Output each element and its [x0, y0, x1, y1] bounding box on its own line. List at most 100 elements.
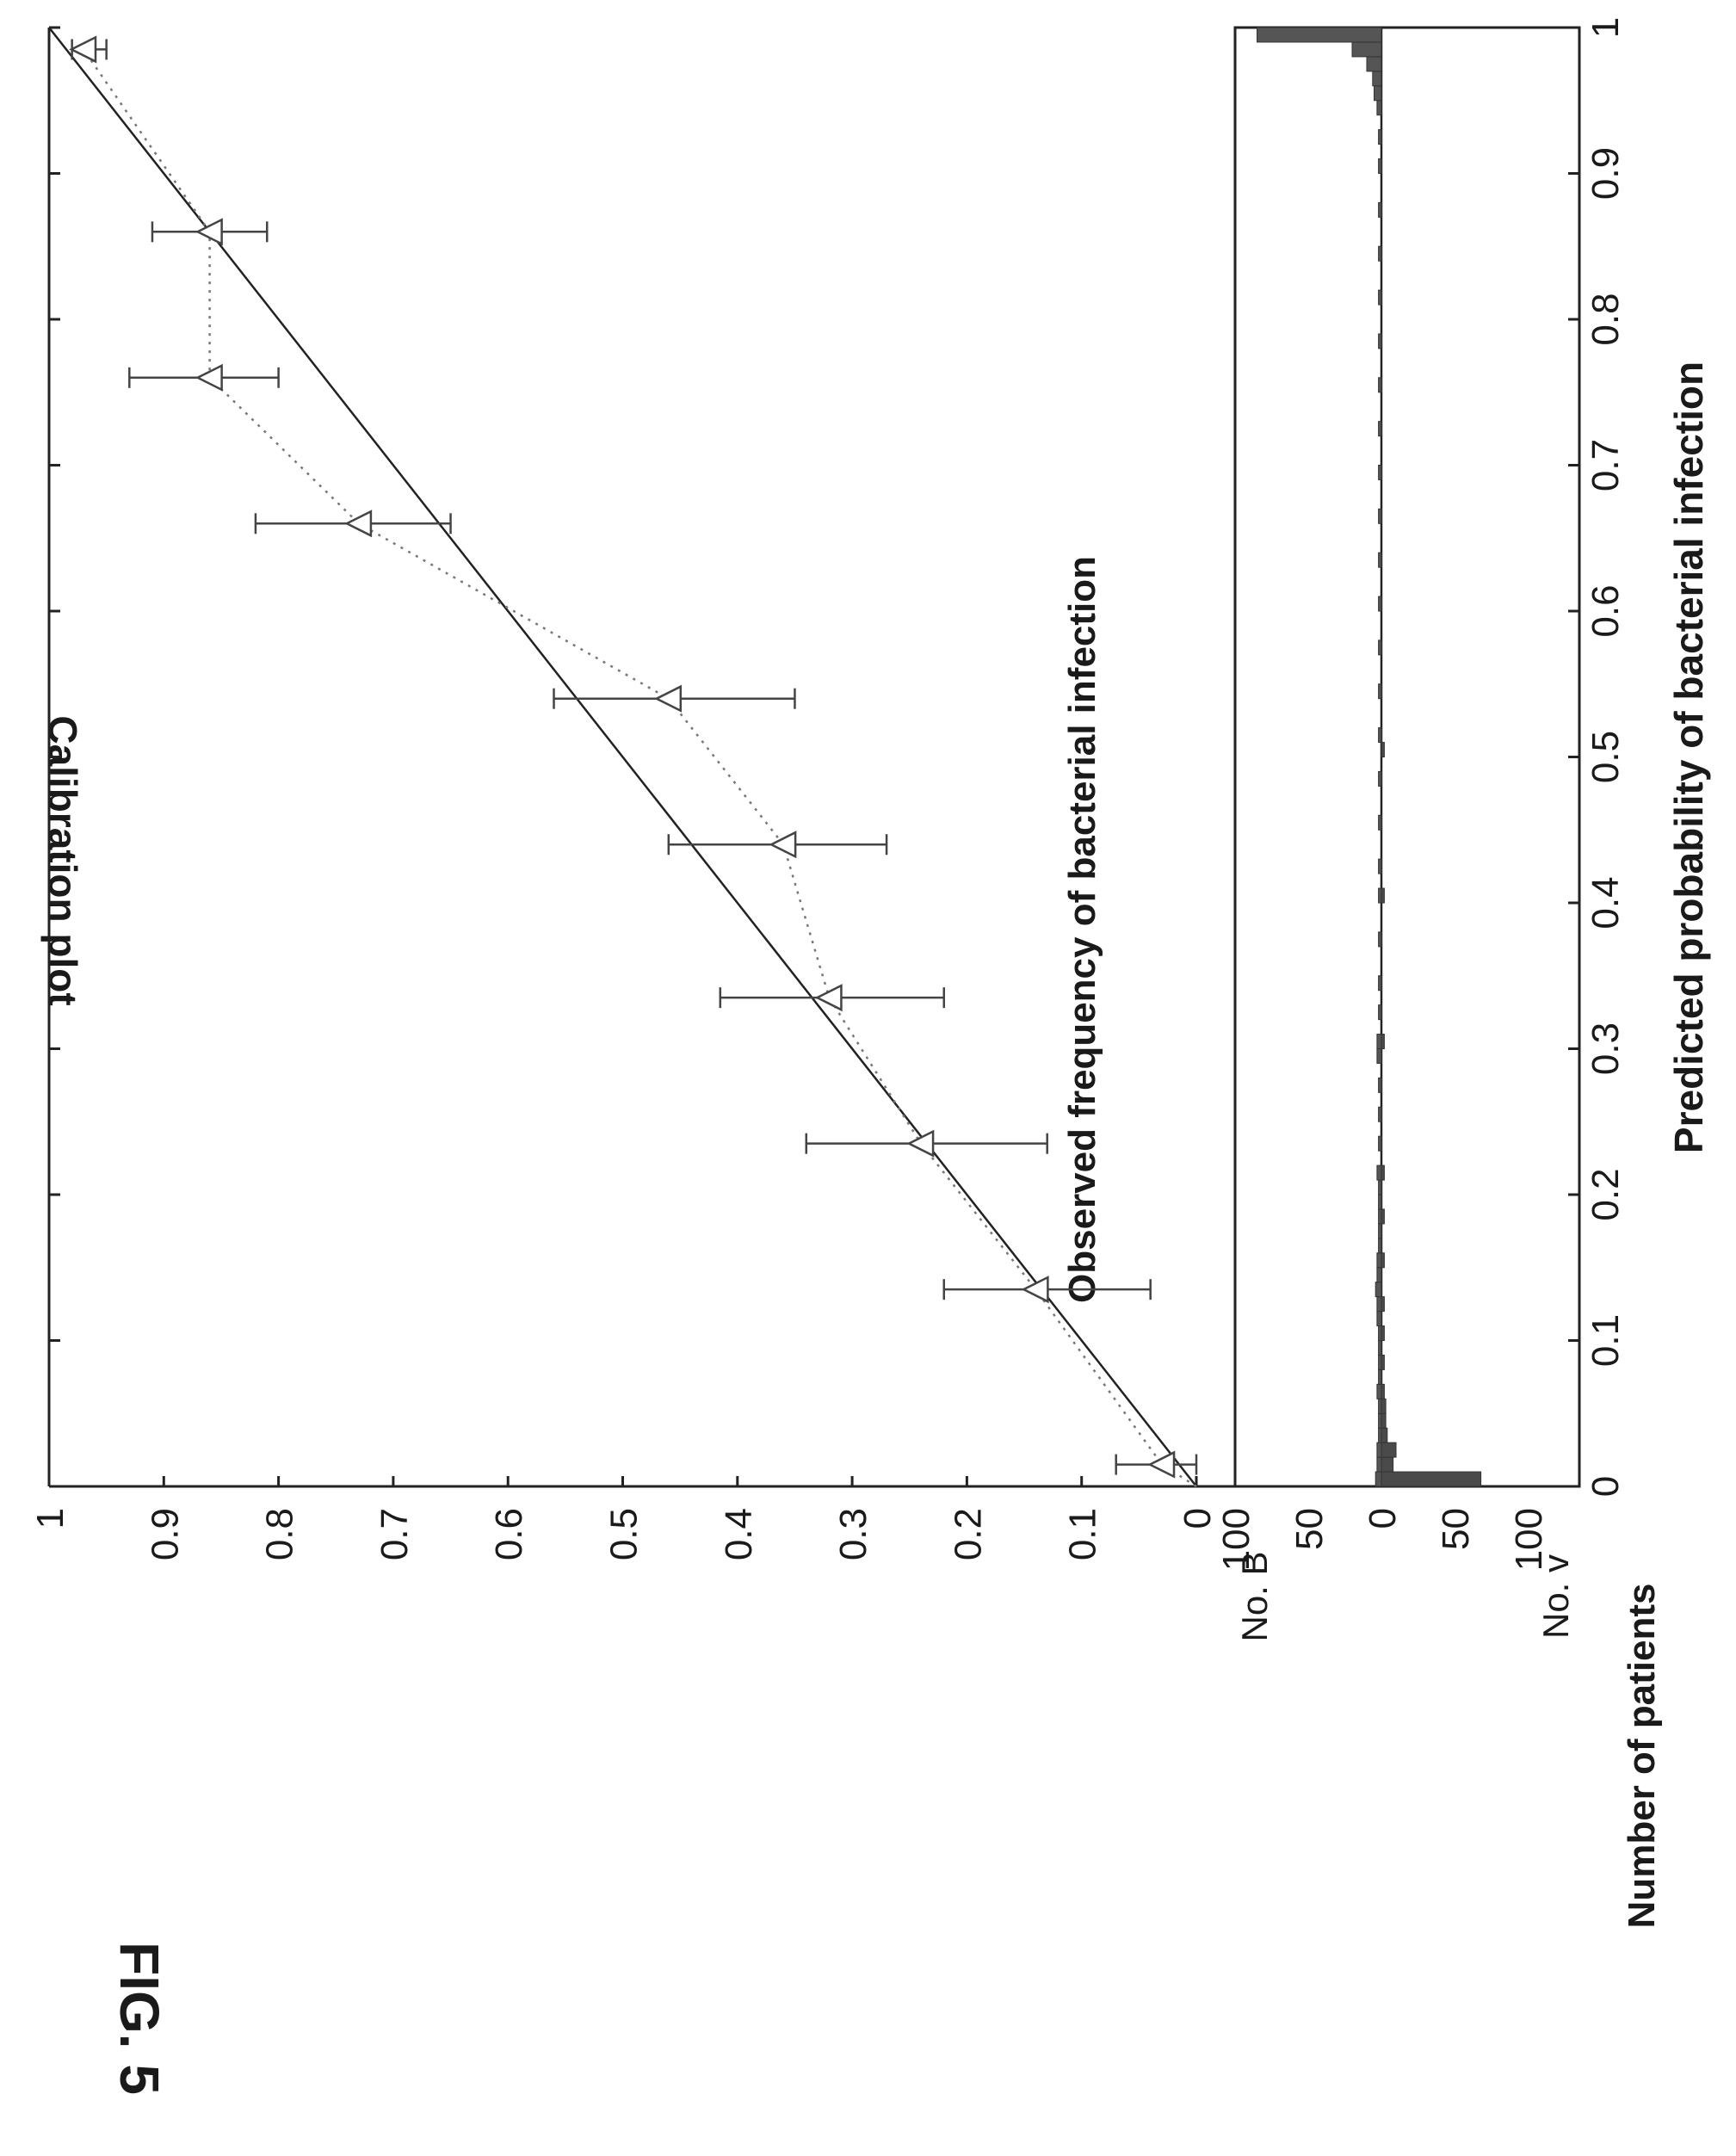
x-tick-label: 0.4 — [1585, 876, 1627, 929]
bar-b — [1366, 56, 1382, 72]
y-tick-label: 0.9 — [144, 1508, 186, 1560]
calibration-point — [69, 35, 108, 64]
bar-b — [1378, 683, 1382, 700]
calibration-point — [667, 831, 888, 859]
bar-b — [1378, 1223, 1382, 1239]
histogram-panel: 100 50 0 50 100 No. B No. v Number of patien… — [1215, 26, 1663, 1929]
histogram-tick-label: 50 — [1288, 1508, 1331, 1550]
bar-b — [1376, 1296, 1382, 1313]
x-tick-label: 0.6 — [1585, 584, 1627, 637]
y-tick-label: 0.3 — [832, 1508, 874, 1560]
x-tick-label: 0 — [1585, 1476, 1627, 1497]
y-tick-label: 0.2 — [947, 1508, 989, 1560]
bar-b — [1372, 71, 1382, 87]
bar-b — [1378, 1368, 1382, 1385]
bar-b — [1378, 596, 1382, 612]
bar-b — [1378, 1208, 1382, 1225]
calibration-point — [553, 684, 796, 713]
calibration-point — [128, 363, 280, 392]
triangle-marker — [814, 984, 843, 1012]
bar-b — [1378, 1325, 1382, 1342]
y-axis-ticks — [47, 1476, 1198, 1486]
y-tick-label: 0.5 — [603, 1508, 646, 1560]
bar-b — [1378, 1412, 1382, 1429]
bar-b — [1378, 333, 1382, 349]
bar-v — [1381, 1442, 1397, 1458]
triangle-marker — [654, 684, 683, 713]
series-label-v: No. v — [1535, 1554, 1576, 1639]
bar-b — [1257, 27, 1382, 43]
bar-b — [1376, 1456, 1382, 1473]
bar-v — [1381, 887, 1385, 904]
bar-b — [1376, 1267, 1382, 1283]
bar-b — [1378, 465, 1382, 480]
bar-b — [1378, 814, 1382, 831]
bar-b — [1378, 1077, 1382, 1093]
bar-b — [1374, 85, 1382, 102]
bar-b — [1378, 770, 1382, 787]
triangle-marker — [195, 363, 223, 392]
bar-v — [1381, 1164, 1385, 1181]
y-tick-label: 0.8 — [259, 1508, 301, 1560]
x-tick-label: 0.2 — [1585, 1168, 1627, 1220]
bar-b — [1378, 975, 1382, 992]
histogram-y-label: Number of patients — [1621, 1584, 1663, 1929]
bar-b — [1376, 1383, 1382, 1399]
bar-b — [1378, 1354, 1382, 1370]
bar-v — [1381, 1354, 1385, 1370]
bar-b — [1376, 100, 1382, 116]
triangle-marker — [906, 1129, 935, 1158]
y-tick-label: 0.6 — [488, 1508, 530, 1560]
bar-b — [1378, 245, 1382, 262]
bar-b — [1378, 1179, 1382, 1195]
calibration-plot: Calibration plot Observed frequency of b… — [29, 27, 1579, 1560]
bar-v — [1381, 1034, 1385, 1050]
bar-b — [1351, 41, 1382, 58]
bar-b — [1378, 421, 1382, 437]
y-axis-tick-labels: 0 0.1 0.2 0.3 0.4 0.5 0.6 0.7 0.8 0.9 1 — [29, 1508, 1219, 1560]
x-tick-label: 0.3 — [1585, 1022, 1627, 1075]
y-tick-label: 0 — [1177, 1508, 1219, 1529]
calibration-curve — [82, 48, 1197, 1488]
bar-b — [1376, 1311, 1382, 1327]
y-axis-label: Observed frequency of bacterial infectio… — [1061, 556, 1103, 1303]
bar-b — [1375, 1282, 1382, 1298]
bar-b — [1378, 887, 1382, 904]
bar-b — [1378, 931, 1382, 948]
x-tick-label: 0.8 — [1585, 293, 1627, 345]
bar-b — [1375, 1471, 1382, 1487]
calibration-point — [719, 984, 945, 1012]
bar-v — [1381, 1383, 1385, 1399]
bar-b — [1376, 1252, 1382, 1269]
calibration-points — [69, 35, 1198, 1479]
bar-v — [1381, 1412, 1387, 1429]
y-tick-label: 1 — [29, 1508, 71, 1529]
x-tick-label: 0.1 — [1585, 1314, 1627, 1367]
x-tick-label: 0.7 — [1585, 439, 1627, 491]
bar-b — [1376, 1442, 1382, 1458]
bar-b — [1378, 129, 1382, 145]
triangle-marker — [69, 35, 97, 64]
x-tick-label: 0.9 — [1585, 147, 1627, 200]
histogram-tick-labels: 100 50 0 50 100 — [1215, 1508, 1550, 1571]
bar-b — [1378, 1194, 1382, 1210]
bar-v — [1381, 1427, 1388, 1443]
bar-b — [1378, 639, 1382, 656]
triangle-marker — [195, 218, 223, 246]
bar-v — [1381, 1398, 1387, 1414]
triangle-marker — [1021, 1276, 1049, 1304]
bar-v — [1381, 742, 1385, 757]
bar-v — [1381, 1471, 1482, 1487]
bar-b — [1378, 1398, 1382, 1414]
y-tick-label: 0.7 — [374, 1508, 416, 1560]
calibration-point — [151, 218, 269, 246]
x-axis-label: Predicted probability of bacterial infec… — [1666, 361, 1711, 1153]
triangle-marker — [1147, 1450, 1176, 1479]
y-tick-label: 0.1 — [1062, 1508, 1104, 1560]
bar-v — [1381, 1456, 1394, 1473]
reference-line — [48, 27, 1197, 1487]
bar-b — [1376, 1034, 1382, 1050]
bar-b — [1378, 1238, 1382, 1254]
bar-b — [1378, 727, 1382, 744]
